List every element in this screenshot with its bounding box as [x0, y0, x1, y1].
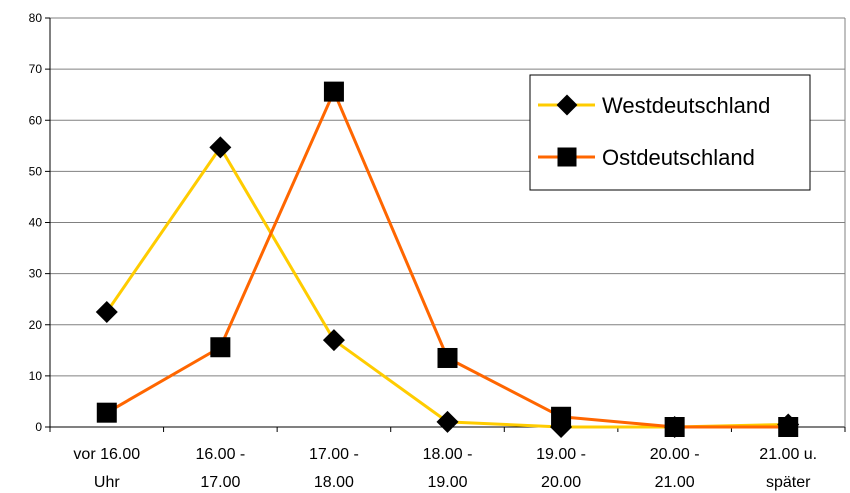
y-tick-label: 60: [29, 113, 43, 127]
x-tick-label: später: [766, 474, 811, 491]
data-point-diamond: [95, 300, 118, 323]
x-tick-label: 18.00 -: [423, 446, 473, 463]
y-tick-label: 70: [29, 62, 43, 76]
x-tick-label: 18.00: [314, 474, 354, 491]
data-point-square: [778, 417, 799, 437]
series-ostdeutschland: [96, 81, 799, 437]
data-point-square: [96, 402, 117, 423]
data-point-diamond: [209, 136, 232, 159]
x-tick-label: 20.00 -: [650, 446, 700, 463]
y-tick-label: 0: [35, 420, 42, 434]
x-tick-label: vor 16.00: [73, 446, 140, 463]
x-tick-label: 21.00: [655, 474, 695, 491]
legend: Westdeutschland Ostdeutschland: [529, 74, 811, 191]
legend-entry: Ostdeutschland: [538, 145, 755, 170]
data-point-square: [323, 81, 344, 102]
data-point-square: [437, 347, 458, 368]
data-point-square: [664, 417, 685, 437]
x-tick-label: 17.00 -: [309, 446, 359, 463]
legend-entry: Westdeutschland: [538, 93, 770, 118]
legend-label: Ostdeutschland: [602, 145, 755, 170]
x-tick-label: 21.00 u.: [759, 446, 817, 463]
y-axis-ticks: 0 10 20 30 40 50 60 70 80: [29, 11, 50, 434]
x-tick-label: Uhr: [94, 474, 120, 491]
y-tick-label: 50: [29, 164, 43, 178]
gridlines: [50, 17, 845, 377]
series-group: [95, 81, 800, 438]
y-tick-label: 30: [29, 267, 43, 281]
data-point-square: [557, 147, 577, 167]
data-point-square: [210, 337, 231, 358]
y-tick-label: 80: [29, 11, 43, 25]
x-axis-labels: vor 16.00 Uhr 16.00 - 17.00 17.00 - 18.00 18.0…: [73, 446, 817, 491]
data-point-diamond: [322, 329, 345, 352]
x-tick-label: 16.00 -: [195, 446, 245, 463]
y-tick-label: 10: [29, 369, 43, 383]
x-tick-label: 19.00 -: [536, 446, 586, 463]
x-tick-label: 17.00: [200, 474, 240, 491]
data-point-square: [551, 406, 572, 427]
legend-label: Westdeutschland: [602, 93, 770, 118]
x-tick-label: 20.00: [541, 474, 581, 491]
x-tick-label: 19.00: [427, 474, 467, 491]
data-point-diamond: [436, 410, 459, 433]
legend-box: [529, 74, 811, 191]
y-tick-label: 20: [29, 318, 43, 332]
data-point-diamond: [556, 94, 578, 116]
y-tick-label: 40: [29, 216, 43, 230]
